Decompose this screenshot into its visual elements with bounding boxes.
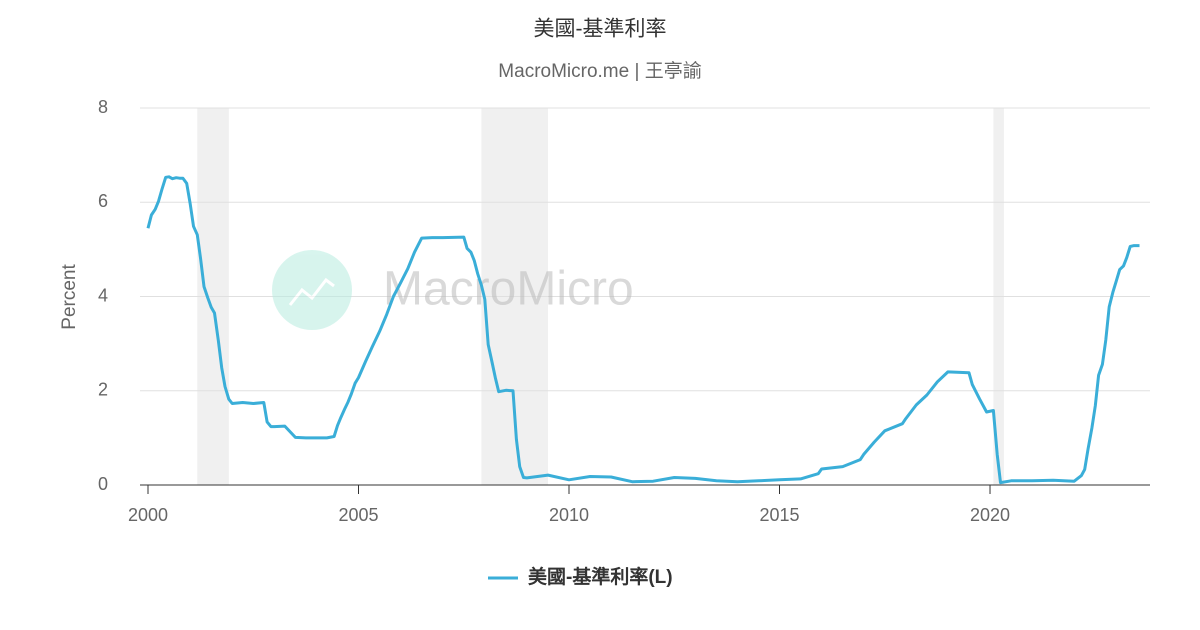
y-tick-label: 8 <box>98 97 108 117</box>
y-axis-label: Percent <box>59 264 80 330</box>
watermark-logo <box>272 250 352 330</box>
legend-label: 美國-基準利率(L) <box>528 565 673 588</box>
watermark-text: MacroMicro <box>383 263 634 316</box>
x-tick-label: 2020 <box>970 505 1010 525</box>
x-tick-label: 2005 <box>338 505 378 525</box>
watermark: MacroMicro <box>272 250 634 330</box>
chart-title: 美國-基準利率 <box>534 18 667 41</box>
x-tick-label: 2015 <box>759 505 799 525</box>
watermark-logo-line <box>288 277 335 306</box>
y-tick-label: 2 <box>98 380 108 400</box>
y-tick-label: 0 <box>98 474 108 494</box>
y-tick-label: 6 <box>98 191 108 211</box>
chart-subtitle: MacroMicro.me | 王亭諭 <box>498 60 701 82</box>
y-tick-label: 4 <box>98 285 108 305</box>
data-line <box>146 175 1140 485</box>
x-tick-label: 2010 <box>549 505 589 525</box>
x-tick-label: 2000 <box>128 505 168 525</box>
